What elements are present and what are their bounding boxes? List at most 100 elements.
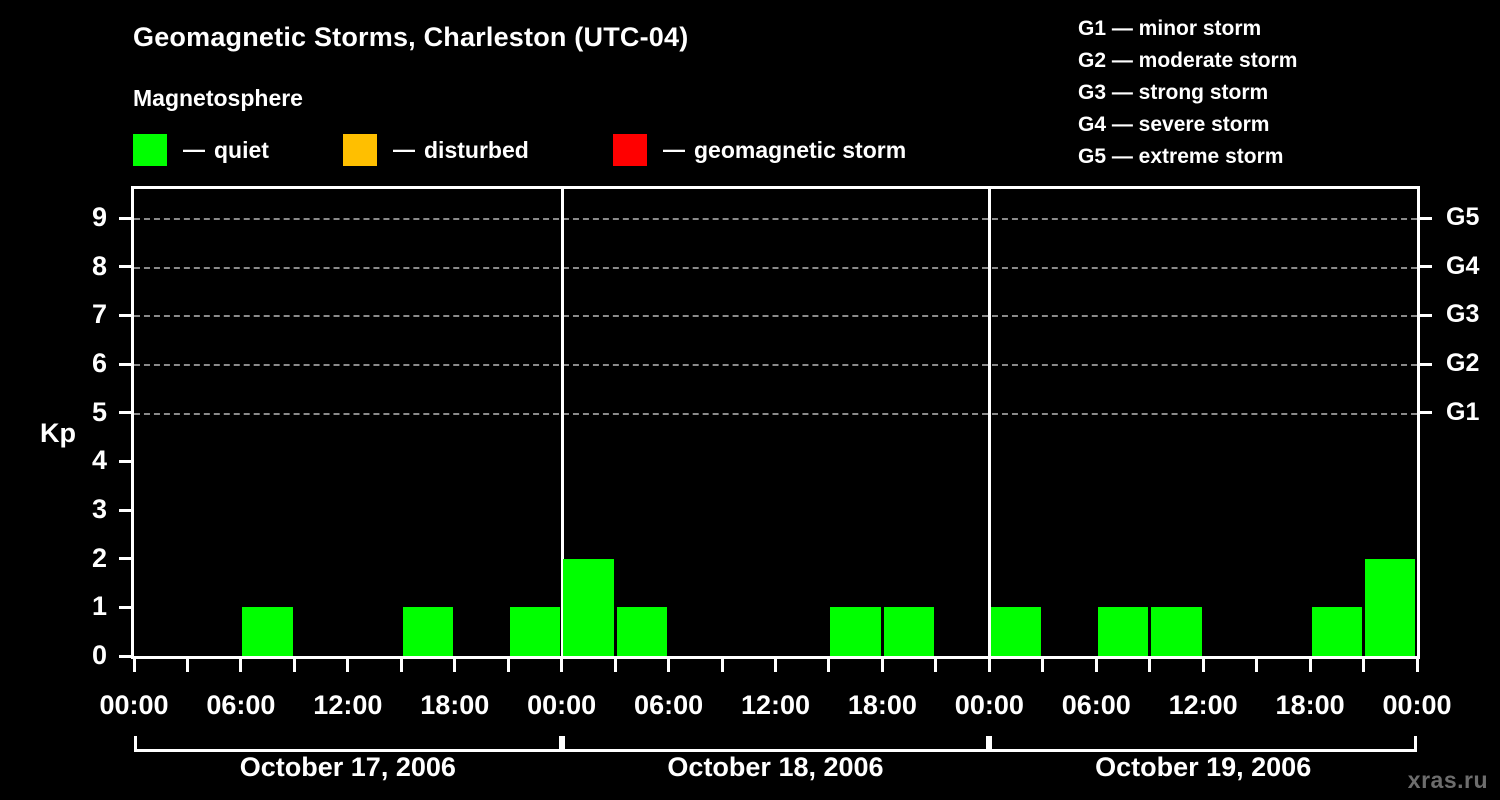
watermark: xras.ru <box>1407 767 1488 793</box>
date-label-1: October 17, 2006 <box>239 752 456 782</box>
date-bracket-3 <box>989 736 1417 752</box>
legend-dash: — <box>663 137 685 162</box>
page-title: Geomagnetic Storms, Charleston (UTC-04) <box>133 22 689 52</box>
legend-item-disturbed: — disturbed <box>343 134 529 166</box>
xtick-label-8: 00:00 <box>954 690 1024 720</box>
bar <box>616 607 668 656</box>
gscale-key-line-2: G2 — moderate storm <box>1078 49 1298 72</box>
ytick-mark-8 <box>119 265 131 269</box>
gtick-mark-G5 <box>1420 216 1432 220</box>
ytick-label-5: 5 <box>91 396 107 427</box>
y-axis-title: Kp <box>40 418 76 449</box>
gtick-label-G2: G2 <box>1446 349 1480 378</box>
legend-label: quiet <box>214 136 269 163</box>
xtick-label-4: 00:00 <box>527 690 597 720</box>
xtick-label-10: 12:00 <box>1168 690 1238 720</box>
legend-heading: Magnetosphere <box>133 85 303 111</box>
ytick-mark-5 <box>119 411 131 415</box>
legend-dash: — <box>183 137 205 162</box>
xtick-mark-h15 <box>399 659 403 672</box>
gscale-key: G1 — minor storm G2 — moderate storm G3 — … <box>1078 13 1297 173</box>
ytick-label-1: 1 <box>91 591 107 622</box>
xtick-mark-h18 <box>453 659 457 672</box>
gtick-mark-G2 <box>1420 362 1432 366</box>
bar <box>1151 607 1202 656</box>
xtick-label-0: 00:00 <box>99 690 169 720</box>
bar <box>990 607 1042 656</box>
xtick-mark-h69 <box>1362 659 1366 672</box>
gridline-kp-9 <box>134 218 1417 221</box>
ytick-label-2: 2 <box>91 542 107 573</box>
ytick-mark-4 <box>119 459 131 463</box>
bar <box>1365 558 1416 656</box>
bar <box>402 607 454 656</box>
date-bracket-1 <box>134 736 562 752</box>
ytick-label-3: 3 <box>91 494 107 525</box>
gtick-label-G1: G1 <box>1446 397 1480 426</box>
xtick-mark-h54 <box>1094 659 1098 672</box>
bar <box>830 607 881 656</box>
xtick-mark-h57 <box>1148 659 1152 672</box>
gridline-kp-7 <box>134 315 1417 318</box>
ytick-label-7: 7 <box>91 299 107 330</box>
disturbed-swatch <box>343 134 377 166</box>
xtick-mark-h72 <box>1415 659 1419 672</box>
legend: — quiet — disturbed — geomagnetic storm <box>133 133 1033 167</box>
gscale-key-line-4: G4 — severe storm <box>1078 113 1270 136</box>
ytick-mark-1 <box>119 605 131 609</box>
xtick-mark-h9 <box>292 659 296 672</box>
xtick-label-9: 06:00 <box>1061 690 1131 720</box>
bar <box>242 607 293 656</box>
ytick-label-8: 8 <box>91 250 107 281</box>
xtick-mark-h51 <box>1041 659 1045 672</box>
xtick-label-1: 06:00 <box>206 690 276 720</box>
legend-dash: — <box>393 137 415 162</box>
ytick-mark-0 <box>119 654 131 658</box>
xtick-label-2: 12:00 <box>313 690 383 720</box>
ytick-label-6: 6 <box>91 348 107 379</box>
gscale-key-line-5: G5 — extreme storm <box>1078 145 1284 168</box>
xtick-mark-h66 <box>1308 659 1312 672</box>
ytick-mark-2 <box>119 557 131 561</box>
xtick-label-12: 00:00 <box>1382 690 1452 720</box>
ytick-label-0: 0 <box>91 640 107 670</box>
plot-area <box>131 186 1420 659</box>
gscale-key-line-3: G3 — strong storm <box>1078 81 1269 104</box>
xtick-mark-h0 <box>132 659 136 672</box>
xtick-mark-h36 <box>774 659 777 672</box>
day-separator-1 <box>560 189 564 656</box>
plot-inner <box>134 189 1417 656</box>
xtick-label-11: 18:00 <box>1275 690 1345 720</box>
xtick-mark-h6 <box>239 659 243 672</box>
gridline-kp-6 <box>134 364 1417 367</box>
xtick-mark-h48 <box>987 659 991 672</box>
ytick-mark-9 <box>119 216 131 220</box>
bar <box>1097 607 1149 656</box>
ytick-mark-3 <box>119 508 131 512</box>
xtick-mark-h3 <box>185 659 189 672</box>
bar <box>509 607 561 656</box>
xtick-label-3: 18:00 <box>420 690 490 720</box>
gtick-mark-G4 <box>1420 265 1432 269</box>
date-label-3: October 19, 2006 <box>1095 752 1312 782</box>
ytick-mark-6 <box>119 362 131 366</box>
gtick-label-G3: G3 <box>1446 300 1480 329</box>
xtick-mark-h24 <box>560 659 564 672</box>
ytick-label-4: 4 <box>91 445 107 476</box>
date-bracket-2 <box>561 736 990 752</box>
quiet-swatch <box>133 134 167 166</box>
ytick-mark-7 <box>119 313 131 317</box>
gscale-key-line-1: G1 — minor storm <box>1078 17 1262 40</box>
storm-swatch <box>613 134 647 166</box>
legend-item-geomagnetic-storm: — geomagnetic storm <box>613 134 906 166</box>
xtick-mark-h63 <box>1255 659 1259 672</box>
legend-item-quiet: — quiet <box>133 134 269 166</box>
legend-label: geomagnetic storm <box>694 136 907 163</box>
xtick-mark-h33 <box>720 659 724 672</box>
gtick-mark-G1 <box>1420 411 1432 415</box>
xtick-mark-h39 <box>827 659 831 672</box>
gridline-kp-8 <box>134 266 1417 269</box>
bar <box>883 607 935 656</box>
gtick-label-G5: G5 <box>1446 203 1480 232</box>
